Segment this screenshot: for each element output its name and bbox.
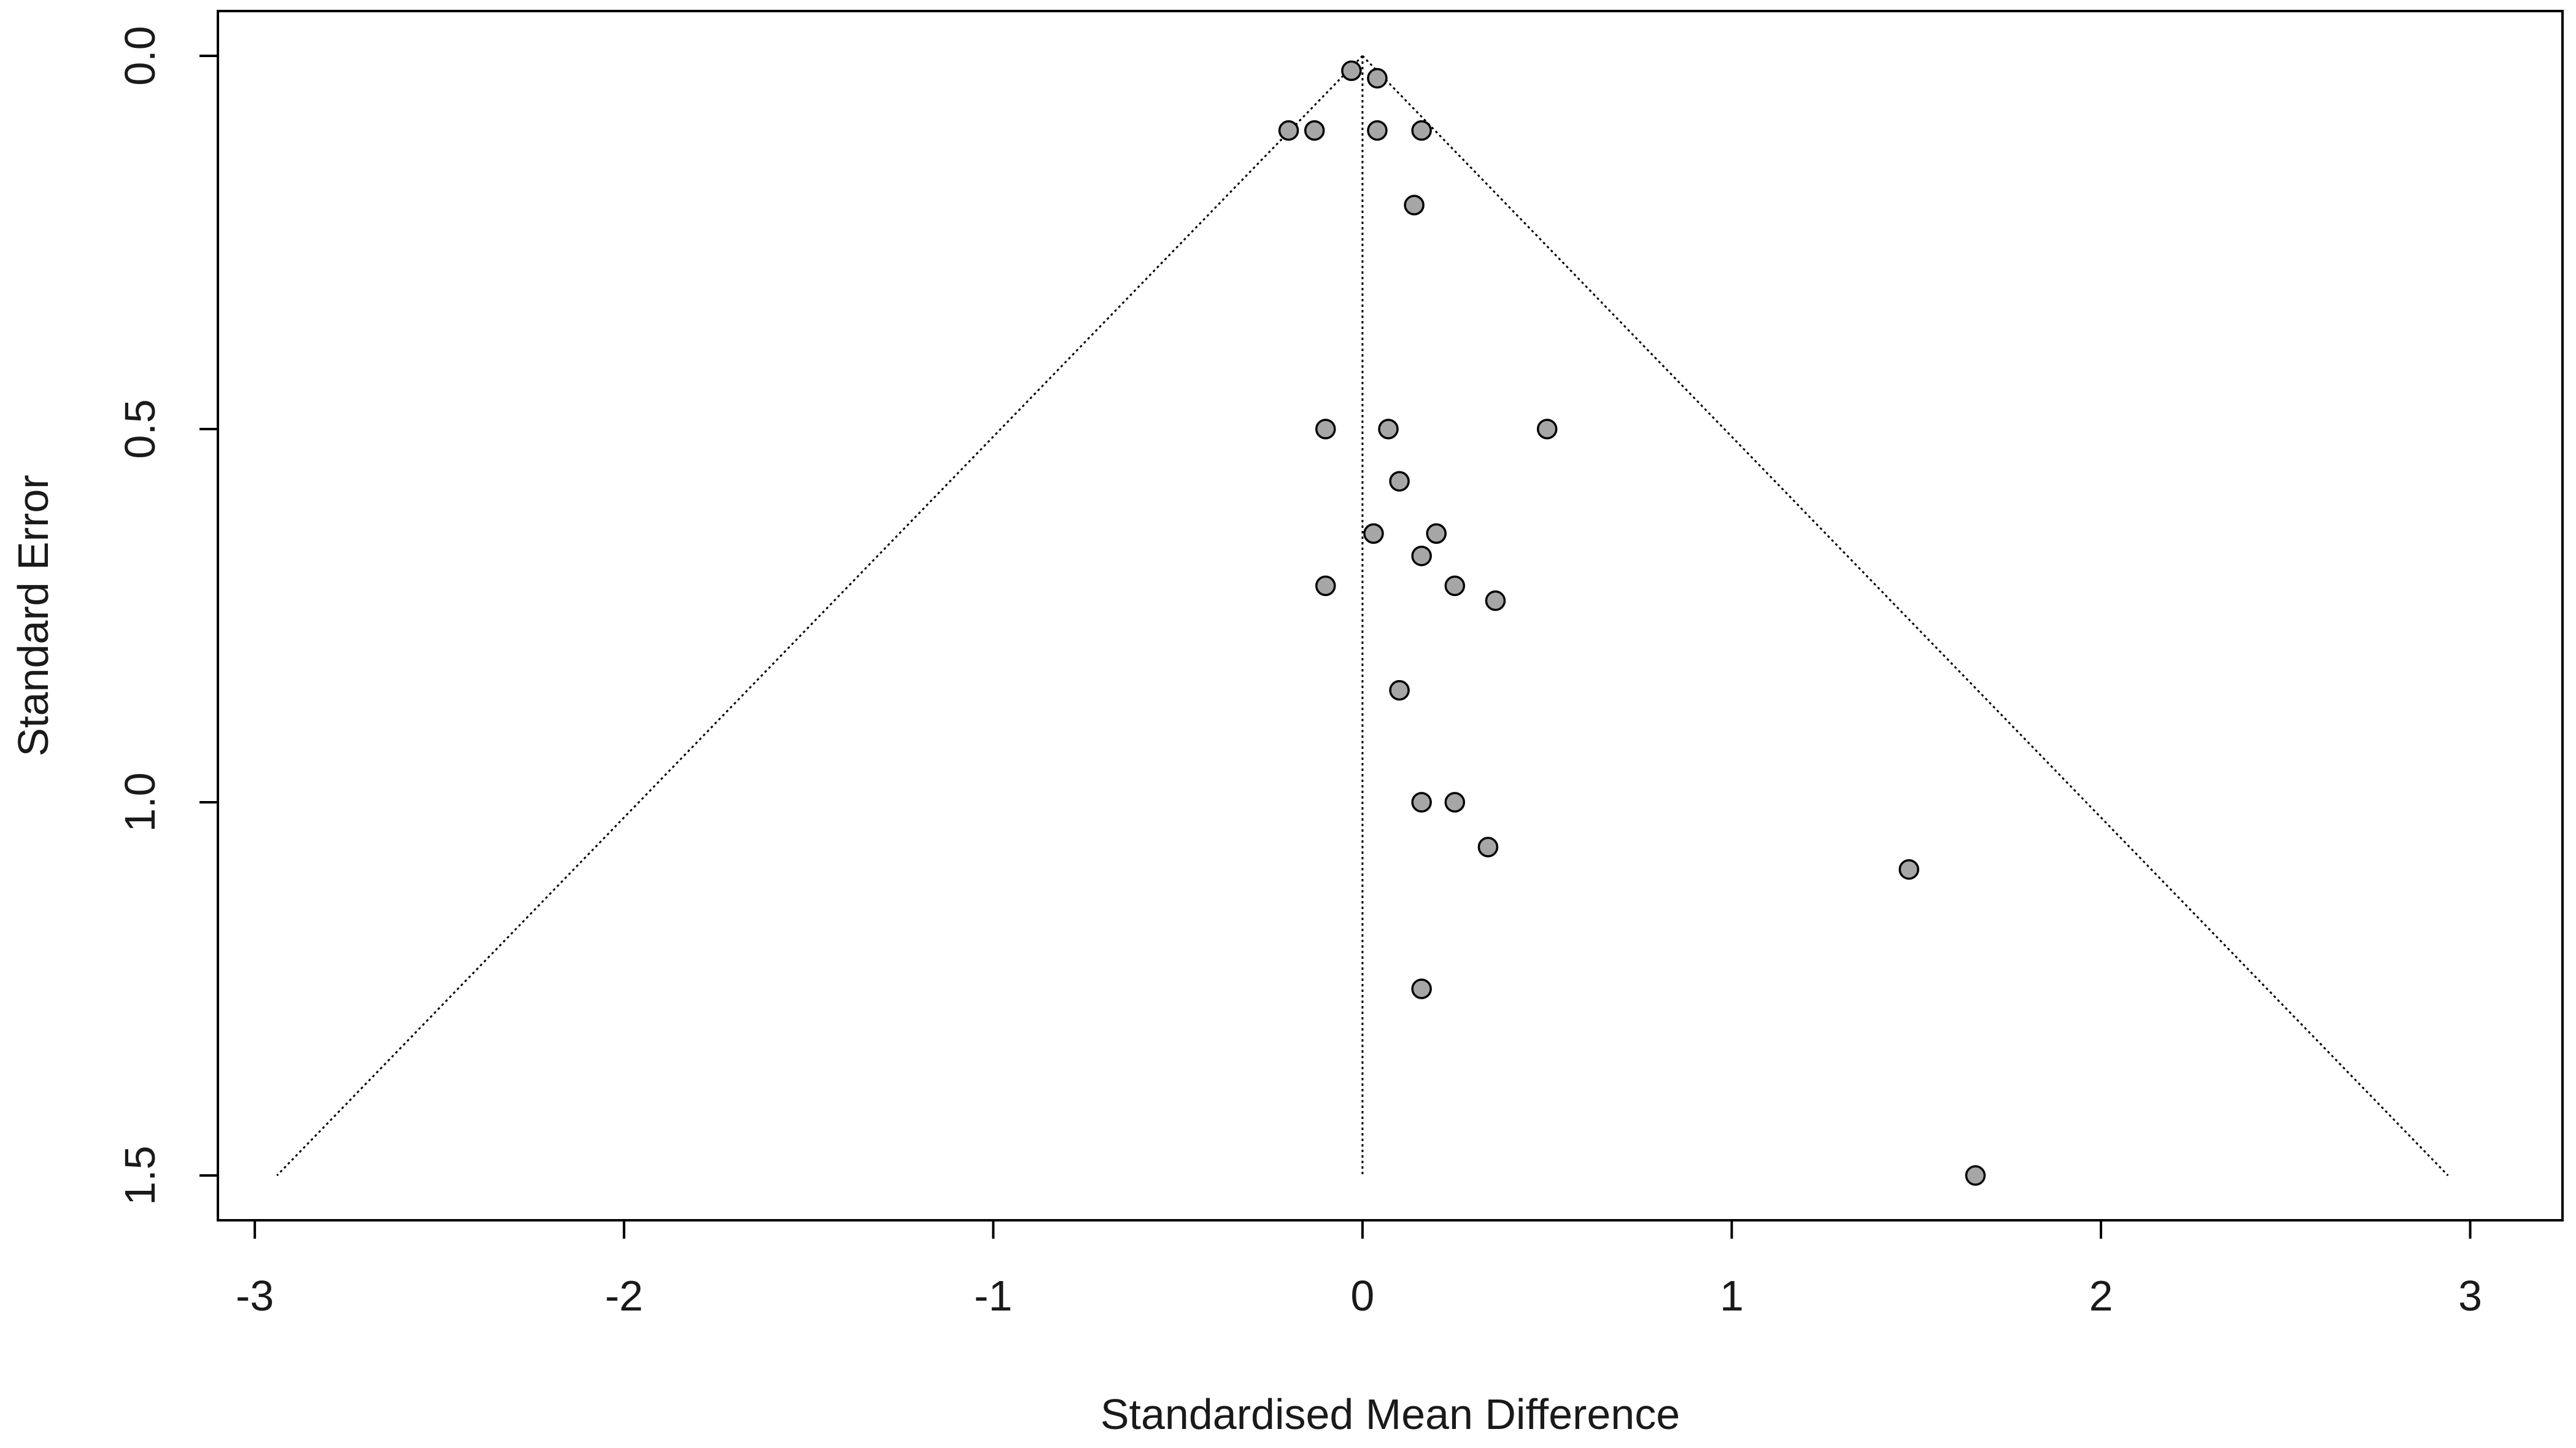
study-point bbox=[1367, 68, 1388, 89]
funnel-right-line bbox=[1361, 55, 2449, 1177]
study-point bbox=[1411, 120, 1432, 141]
x-tick-label: 3 bbox=[2458, 1272, 2482, 1320]
study-point bbox=[1389, 679, 1410, 701]
study-point bbox=[1444, 575, 1466, 597]
study-point bbox=[1404, 195, 1425, 215]
study-point bbox=[1315, 575, 1336, 597]
study-point bbox=[1304, 120, 1325, 141]
y-tick-label: 0.0 bbox=[116, 26, 164, 85]
study-point bbox=[1389, 471, 1410, 492]
study-point bbox=[1444, 792, 1466, 813]
study-point bbox=[1477, 837, 1499, 858]
y-axis: 0.0 0.5 1.0 1.5 bbox=[116, 26, 219, 1206]
x-tick-label: 2 bbox=[2089, 1272, 2113, 1320]
study-point bbox=[1278, 120, 1299, 141]
y-tick-label: 0.5 bbox=[116, 399, 164, 459]
x-tick-label: -1 bbox=[974, 1272, 1012, 1320]
x-axis: -3 -2 -1 0 1 2 3 bbox=[236, 1219, 2482, 1320]
study-point bbox=[1965, 1165, 1986, 1186]
study-point bbox=[1341, 60, 1362, 82]
study-point bbox=[1485, 590, 1506, 611]
x-tick-label: 0 bbox=[1350, 1272, 1374, 1320]
study-point bbox=[1363, 523, 1384, 544]
funnel-left-line bbox=[276, 55, 1363, 1177]
funnel-lines bbox=[276, 55, 2449, 1177]
study-point bbox=[1898, 859, 1919, 880]
x-axis-title: Standardised Mean Difference bbox=[1100, 1390, 1680, 1438]
y-tick-label: 1.0 bbox=[116, 772, 164, 832]
study-point bbox=[1367, 120, 1388, 141]
study-point bbox=[1378, 419, 1399, 439]
study-point bbox=[1411, 545, 1432, 567]
plot-frame bbox=[217, 10, 2564, 1222]
x-tick-label: -3 bbox=[236, 1272, 274, 1320]
study-point bbox=[1315, 419, 1336, 439]
study-point bbox=[1426, 523, 1447, 544]
x-tick-label: 1 bbox=[1720, 1272, 1744, 1320]
study-point bbox=[1411, 792, 1432, 813]
study-point bbox=[1411, 978, 1432, 999]
y-axis-title: Standard Error bbox=[9, 474, 57, 756]
x-tick-label: -2 bbox=[605, 1272, 643, 1320]
y-tick-label: 1.5 bbox=[116, 1145, 164, 1205]
study-point bbox=[1536, 419, 1558, 439]
study-points bbox=[1278, 60, 1986, 1186]
